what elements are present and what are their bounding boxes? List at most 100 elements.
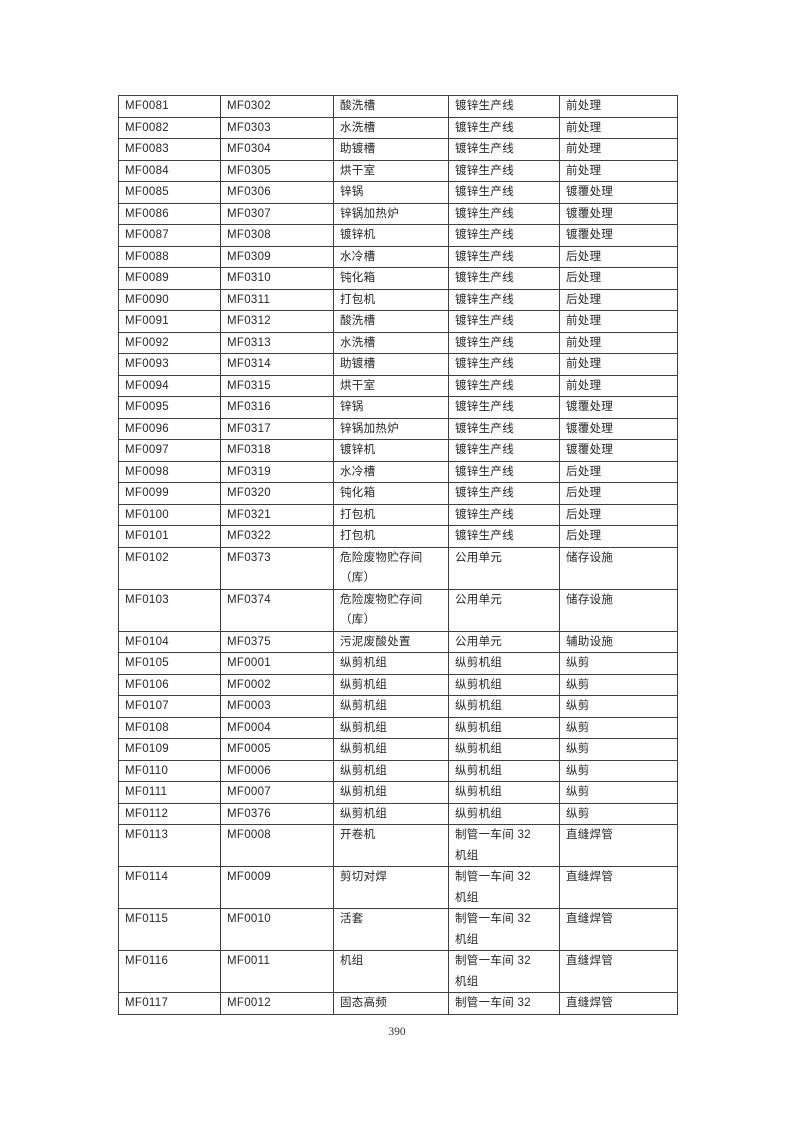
cell-mf-id: MF0086 [118, 202, 221, 225]
cell-device-name: 纵剪机组 [333, 716, 449, 739]
cell-mf-id: MF0116 [118, 950, 221, 993]
table-row: MF0098 MF0319 水冷槽 镀锌生产线 后处理 [118, 460, 678, 483]
cell-process-type: 前处理 [559, 116, 678, 139]
cell-line-name: 纵剪机组 [448, 738, 560, 761]
table-row: MF0109 MF0005 纵剪机组 纵剪机组 纵剪 [118, 738, 678, 761]
cell-device-code: MF0007 [220, 781, 334, 804]
cell-mf-id: MF0093 [118, 353, 221, 376]
cell-process-type: 纵剪 [559, 802, 678, 825]
cell-line-name: 镀锌生产线 [448, 138, 560, 161]
cell-device-code: MF0321 [220, 503, 334, 526]
cell-line-name: 镀锌生产线 [448, 245, 560, 268]
cell-mf-id: MF0094 [118, 374, 221, 397]
table-row: MF0090 MF0311 打包机 镀锌生产线 后处理 [118, 288, 678, 311]
table-row: MF0105 MF0001 纵剪机组 纵剪机组 纵剪 [118, 652, 678, 675]
cell-device-code: MF0012 [220, 992, 334, 1015]
cell-device-code: MF0318 [220, 439, 334, 462]
cell-mf-id: MF0113 [118, 824, 221, 867]
table-row: MF0085 MF0306 锌锅 镀锌生产线 镀覆处理 [118, 181, 678, 204]
cell-device-code: MF0375 [220, 630, 334, 653]
cell-process-type: 纵剪 [559, 738, 678, 761]
cell-process-type: 直缝焊管 [559, 824, 678, 867]
table-row: MF0092 MF0313 水洗槽 镀锌生产线 前处理 [118, 331, 678, 354]
cell-mf-id: MF0112 [118, 802, 221, 825]
cell-device-name: 水洗槽 [333, 116, 449, 139]
table-row: MF0101 MF0322 打包机 镀锌生产线 后处理 [118, 525, 678, 548]
cell-device-name: 活套 [333, 908, 449, 951]
cell-line-name: 镀锌生产线 [448, 181, 560, 204]
table-row: MF0086 MF0307 锌锅加热炉 镀锌生产线 镀覆处理 [118, 202, 678, 225]
cell-device-code: MF0011 [220, 950, 334, 993]
cell-process-type: 前处理 [559, 331, 678, 354]
cell-process-type: 镀覆处理 [559, 417, 678, 440]
cell-device-code: MF0320 [220, 482, 334, 505]
cell-line-name: 纵剪机组 [448, 802, 560, 825]
table-row: MF0115 MF0010 活套 制管一车间 32 机组 直缝焊管 [118, 908, 678, 951]
cell-process-type: 纵剪 [559, 695, 678, 718]
cell-device-code: MF0373 [220, 546, 334, 590]
cell-mf-id: MF0108 [118, 716, 221, 739]
cell-device-code: MF0310 [220, 267, 334, 290]
cell-line-name: 纵剪机组 [448, 759, 560, 782]
cell-line-name: 镀锌生产线 [448, 202, 560, 225]
cell-process-type: 纵剪 [559, 673, 678, 696]
table-row: MF0094 MF0315 烘干室 镀锌生产线 前处理 [118, 374, 678, 397]
cell-device-code: MF0311 [220, 288, 334, 311]
cell-line-name: 镀锌生产线 [448, 374, 560, 397]
cell-process-type: 镀覆处理 [559, 439, 678, 462]
cell-device-name: 开卷机 [333, 824, 449, 867]
cell-process-type: 后处理 [559, 525, 678, 548]
table-row: MF0113 MF0008 开卷机 制管一车间 32 机组 直缝焊管 [118, 824, 678, 867]
cell-mf-id: MF0100 [118, 503, 221, 526]
cell-process-type: 前处理 [559, 374, 678, 397]
cell-device-name: 打包机 [333, 503, 449, 526]
cell-device-name: 污泥废酸处置 [333, 630, 449, 653]
table-row: MF0112 MF0376 纵剪机组 纵剪机组 纵剪 [118, 802, 678, 825]
cell-device-code: MF0313 [220, 331, 334, 354]
cell-process-type: 镀覆处理 [559, 181, 678, 204]
cell-device-code: MF0319 [220, 460, 334, 483]
table-row: MF0116 MF0011 机组 制管一车间 32 机组 直缝焊管 [118, 950, 678, 993]
cell-process-type: 后处理 [559, 503, 678, 526]
cell-mf-id: MF0083 [118, 138, 221, 161]
cell-process-type: 后处理 [559, 245, 678, 268]
cell-process-type: 前处理 [559, 138, 678, 161]
cell-mf-id: MF0090 [118, 288, 221, 311]
cell-device-name: 纵剪机组 [333, 652, 449, 675]
page-number: 390 [388, 1026, 406, 1038]
cell-mf-id: MF0088 [118, 245, 221, 268]
cell-process-type: 后处理 [559, 267, 678, 290]
cell-device-name: 助镀槽 [333, 138, 449, 161]
cell-device-name: 纵剪机组 [333, 759, 449, 782]
table-row: MF0106 MF0002 纵剪机组 纵剪机组 纵剪 [118, 673, 678, 696]
cell-device-name: 锌锅加热炉 [333, 417, 449, 440]
cell-process-type: 后处理 [559, 288, 678, 311]
cell-mf-id: MF0102 [118, 546, 221, 590]
cell-device-code: MF0304 [220, 138, 334, 161]
cell-device-code: MF0317 [220, 417, 334, 440]
equipment-table: MF0081 MF0302 酸洗槽 镀锌生产线 前处理 MF0082 MF0303 水洗槽 镀锌… [118, 95, 678, 1015]
table-row: MF0104 MF0375 污泥废酸处置 公用单元 辅助设施 [118, 630, 678, 653]
cell-line-name: 镀锌生产线 [448, 310, 560, 333]
cell-mf-id: MF0098 [118, 460, 221, 483]
cell-line-name: 镀锌生产线 [448, 288, 560, 311]
cell-device-name: 纵剪机组 [333, 738, 449, 761]
table-row: MF0084 MF0305 烘干室 镀锌生产线 前处理 [118, 159, 678, 182]
cell-mf-id: MF0105 [118, 652, 221, 675]
cell-device-name: 烘干室 [333, 374, 449, 397]
cell-device-code: MF0006 [220, 759, 334, 782]
cell-line-name: 镀锌生产线 [448, 396, 560, 419]
table-row: MF0087 MF0308 镀锌机 镀锌生产线 镀覆处理 [118, 224, 678, 247]
table-row: MF0081 MF0302 酸洗槽 镀锌生产线 前处理 [118, 95, 678, 118]
cell-line-name: 镀锌生产线 [448, 159, 560, 182]
cell-device-name: 镀锌机 [333, 439, 449, 462]
cell-device-code: MF0003 [220, 695, 334, 718]
cell-process-type: 前处理 [559, 353, 678, 376]
cell-process-type: 镀覆处理 [559, 202, 678, 225]
cell-line-name: 制管一车间 32 [448, 992, 560, 1015]
cell-device-name: 剪切对焊 [333, 866, 449, 909]
cell-device-code: MF0374 [220, 588, 334, 632]
table-row: MF0097 MF0318 镀锌机 镀锌生产线 镀覆处理 [118, 439, 678, 462]
cell-line-name: 镀锌生产线 [448, 482, 560, 505]
equipment-table-body: MF0081 MF0302 酸洗槽 镀锌生产线 前处理 MF0082 MF0303 水洗槽 镀锌… [118, 95, 678, 1015]
